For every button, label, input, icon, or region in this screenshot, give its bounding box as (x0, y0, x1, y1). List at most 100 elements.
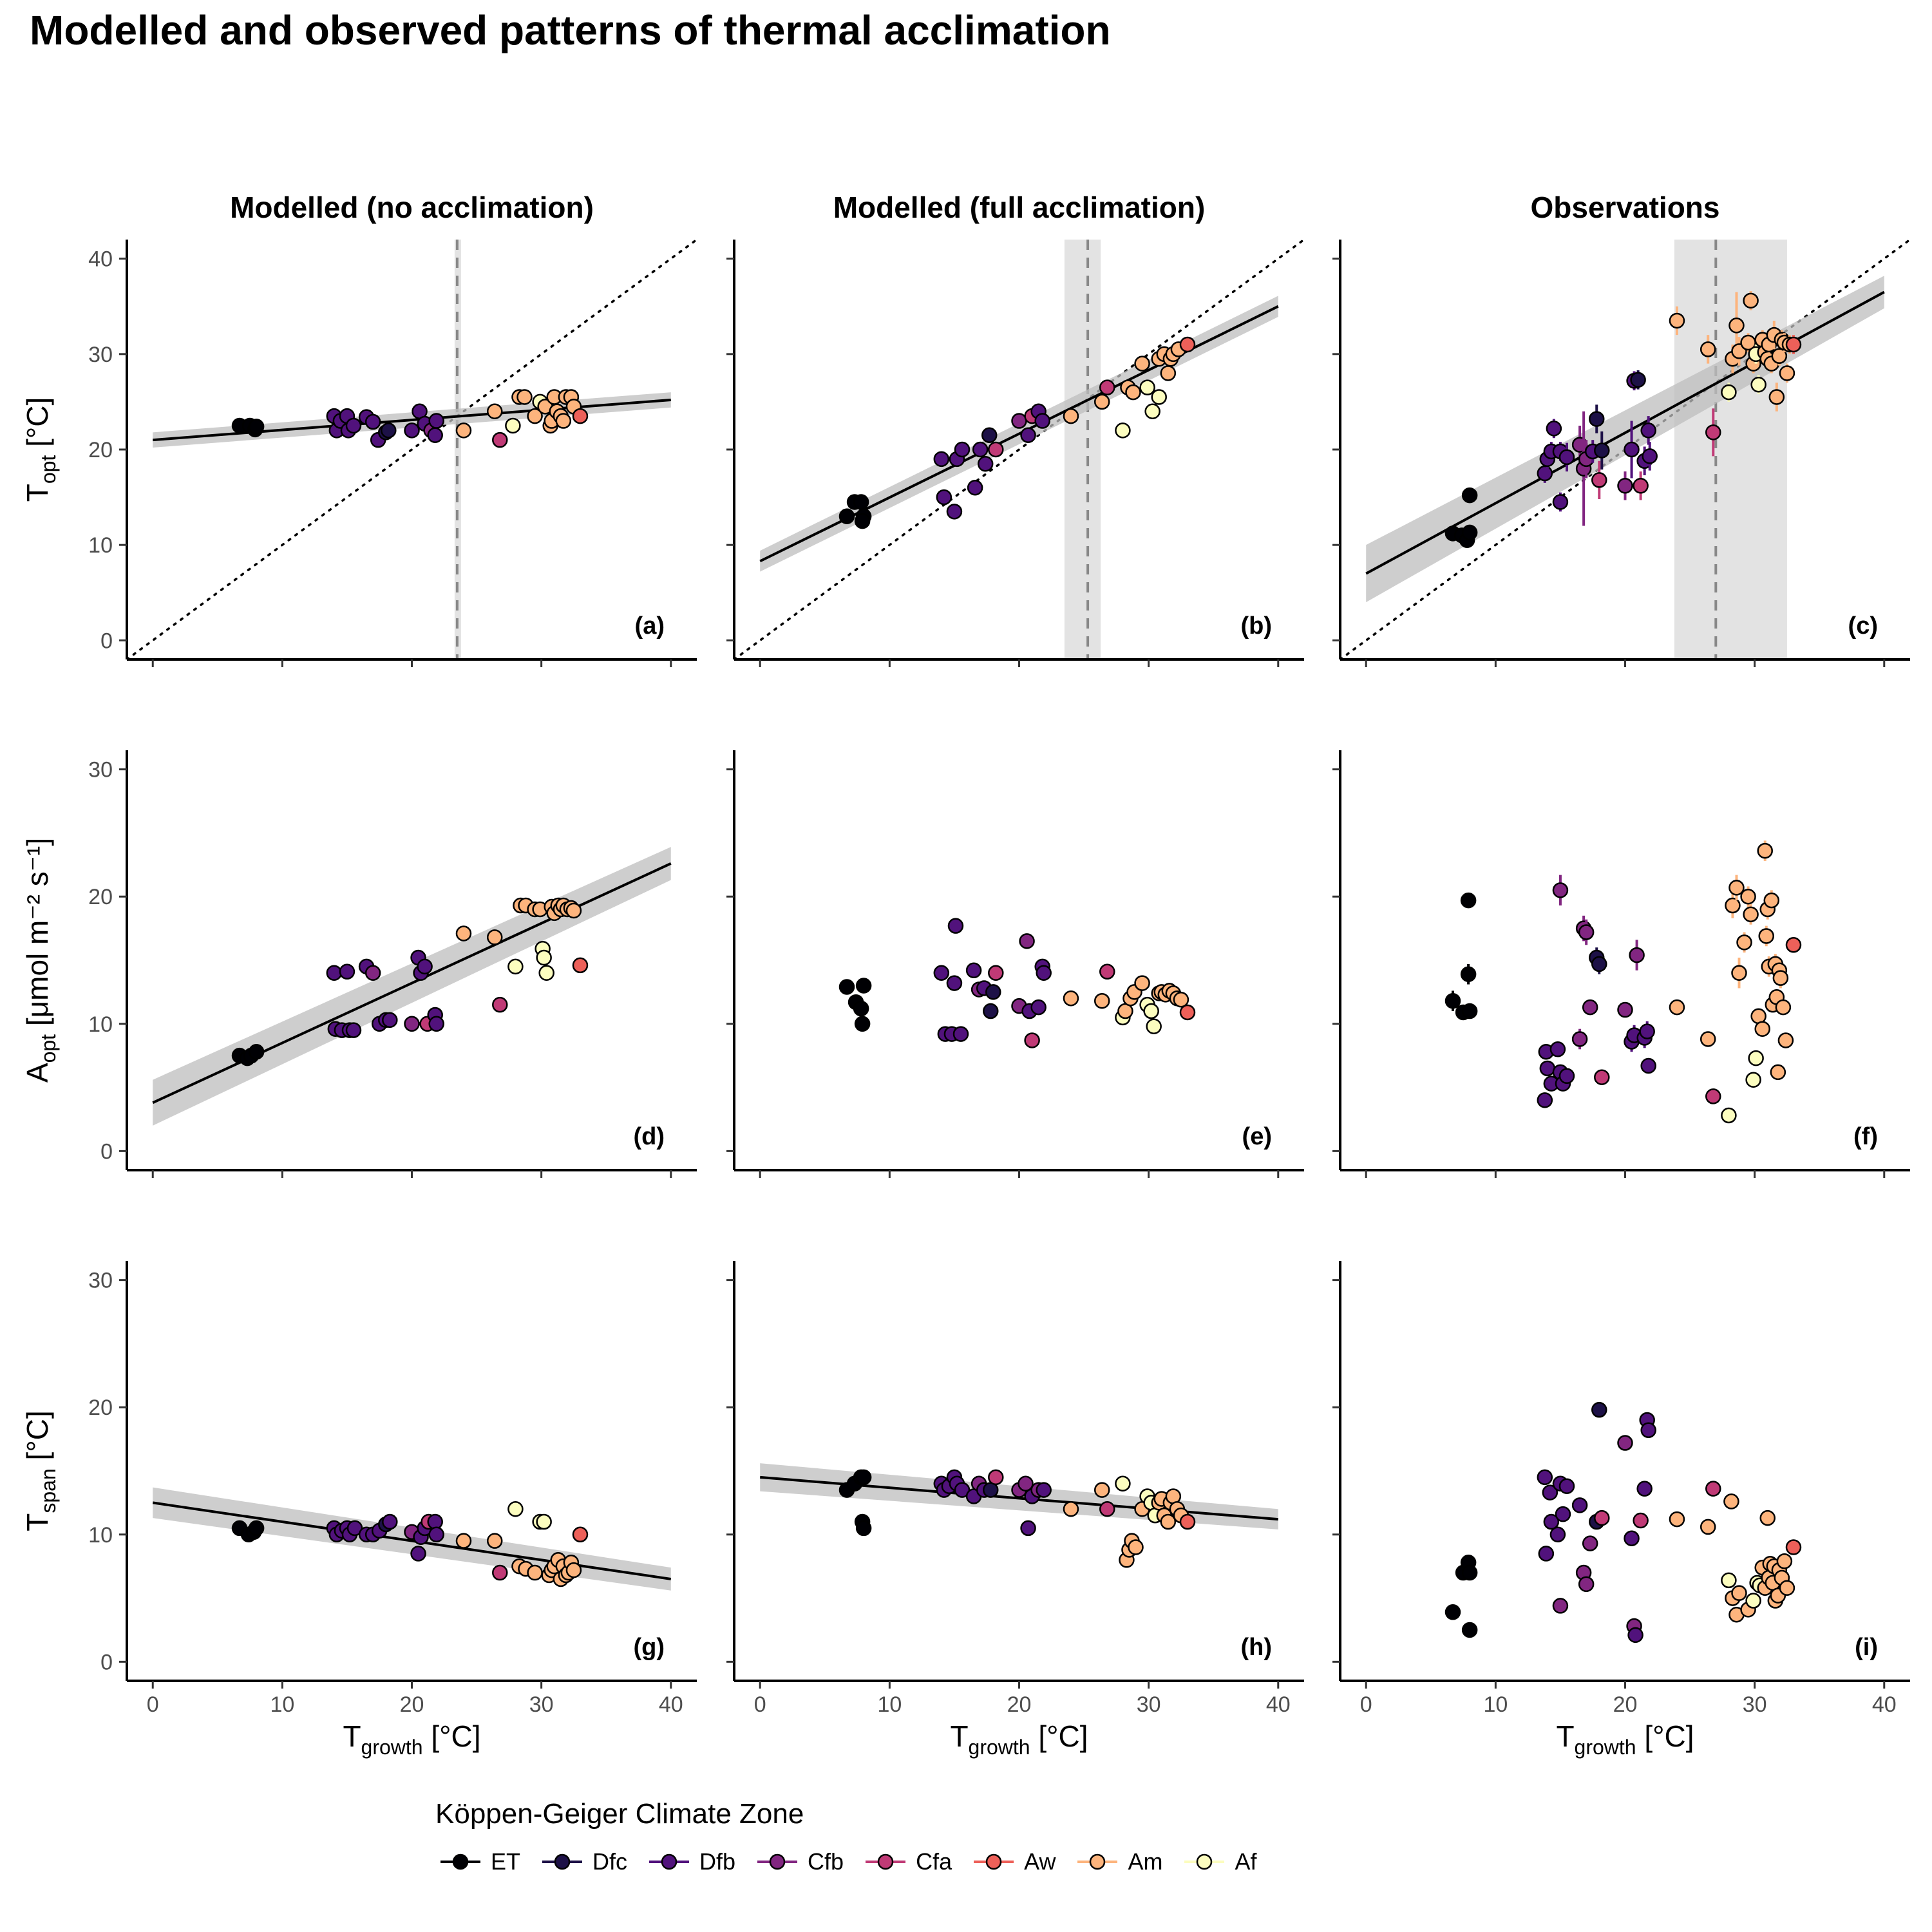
figure-title: Modelled and observed patterns of therma… (30, 7, 1111, 53)
x-tick-label: 30 (529, 1692, 554, 1717)
legend-key-dot (554, 1853, 571, 1870)
legend-key (974, 1853, 1014, 1870)
data-point (1700, 1031, 1716, 1047)
data-point (1771, 348, 1788, 365)
data-point (1173, 991, 1189, 1008)
data-point (1461, 524, 1478, 541)
data-point (404, 1016, 420, 1032)
data-point (1034, 413, 1050, 429)
data-point (1728, 317, 1745, 334)
legend-label: Cfb (808, 1848, 844, 1875)
data-point (505, 417, 521, 434)
data-point (853, 494, 869, 510)
data-point (1669, 1511, 1685, 1528)
data-point (1179, 336, 1196, 353)
data-point (1128, 1539, 1144, 1555)
data-point (1743, 906, 1759, 923)
data-point (1785, 336, 1802, 353)
data-point (1775, 999, 1792, 1016)
data-point (1099, 963, 1115, 980)
panel-tag: (c) (1848, 612, 1878, 639)
x-tick-label: 40 (659, 1692, 683, 1717)
legend-item: Cfa (863, 1848, 952, 1875)
data-point (1723, 1493, 1739, 1510)
data-point (988, 965, 1004, 981)
data-point (1020, 1520, 1036, 1537)
x-axis-label: Tgrowth [°C] (950, 1719, 1088, 1759)
data-point (1617, 1001, 1633, 1018)
data-point (572, 408, 589, 424)
data-point (1591, 1401, 1607, 1418)
data-point (1743, 292, 1759, 309)
data-point (1721, 1572, 1737, 1589)
y-axis-label-tspan: Tspan [°C] (21, 1410, 60, 1531)
data-point (1640, 422, 1656, 439)
data-point (1461, 487, 1478, 504)
x-tick-label: 10 (877, 1692, 902, 1717)
data-point (1558, 1478, 1575, 1494)
panel-g: 0 10 20 30 0 10 20 30 40 (g) (88, 1261, 697, 1717)
data-point (1115, 422, 1131, 439)
panel-f: (f) (1332, 750, 1910, 1178)
data-point (1063, 408, 1079, 424)
data-point (1571, 1031, 1588, 1047)
data-point (1011, 413, 1027, 429)
legend-label: Am (1128, 1848, 1163, 1875)
panel-i: 0 10 20 30 40 (i) (1332, 1261, 1910, 1717)
y-axis-label-aopt: Aopt [μmol m⁻² s⁻¹] (21, 838, 60, 1083)
vline-band (1064, 240, 1101, 659)
data-point (326, 965, 343, 981)
data-point (988, 441, 1004, 458)
data-point (1134, 355, 1150, 372)
data-point (1552, 1598, 1569, 1614)
panel-a: 0 10 20 30 40 (a) (88, 240, 697, 667)
data-point (1731, 965, 1747, 981)
data-point (565, 902, 582, 919)
data-point (1552, 494, 1569, 510)
x-tick-label: 30 (1743, 1692, 1767, 1717)
legend-key (649, 1853, 690, 1870)
data-point (1731, 1585, 1747, 1601)
data-point (952, 1026, 969, 1042)
data-point (538, 965, 554, 981)
data-point (1757, 842, 1773, 859)
data-point (1094, 393, 1110, 410)
y-tick-label: 20 (88, 1396, 113, 1420)
y-axis-label-topt: Topt [°C] (21, 397, 60, 502)
data-point (838, 508, 855, 524)
data-point (1578, 924, 1595, 940)
data-point (1630, 372, 1646, 388)
data-point (855, 1520, 872, 1537)
y-tick-label: 30 (88, 758, 113, 782)
legend-key (1184, 1853, 1225, 1870)
data-point (507, 958, 524, 975)
data-point (1537, 1092, 1553, 1108)
data-point (1705, 1481, 1721, 1497)
data-point (1555, 1506, 1571, 1522)
legend-title: Köppen-Geiger Climate Zone (435, 1798, 804, 1830)
fit-confidence-band (153, 847, 671, 1126)
data-point (1543, 1513, 1560, 1530)
data-point (1768, 389, 1785, 405)
y-tick-label: 0 (100, 1650, 113, 1674)
data-point (536, 1513, 552, 1530)
panel-plot-area (1444, 840, 1802, 1124)
data-point (838, 979, 855, 995)
data-point (1461, 1622, 1478, 1638)
y-tick-label: 40 (88, 247, 113, 272)
data-point (933, 965, 950, 981)
x-tick-label: 20 (1613, 1692, 1638, 1717)
y-tick-label: 30 (88, 343, 113, 367)
data-point (1558, 1068, 1575, 1084)
data-point (1094, 1482, 1110, 1498)
legend-label: Cfa (916, 1848, 952, 1875)
data-point (1179, 1004, 1196, 1021)
data-point (967, 480, 983, 496)
data-point (1633, 1512, 1649, 1529)
x-tick-label: 10 (270, 1692, 294, 1717)
fit-line (152, 862, 672, 1104)
data-point (981, 427, 998, 444)
data-point (1036, 965, 1052, 981)
column-header: Observations (1531, 191, 1720, 224)
